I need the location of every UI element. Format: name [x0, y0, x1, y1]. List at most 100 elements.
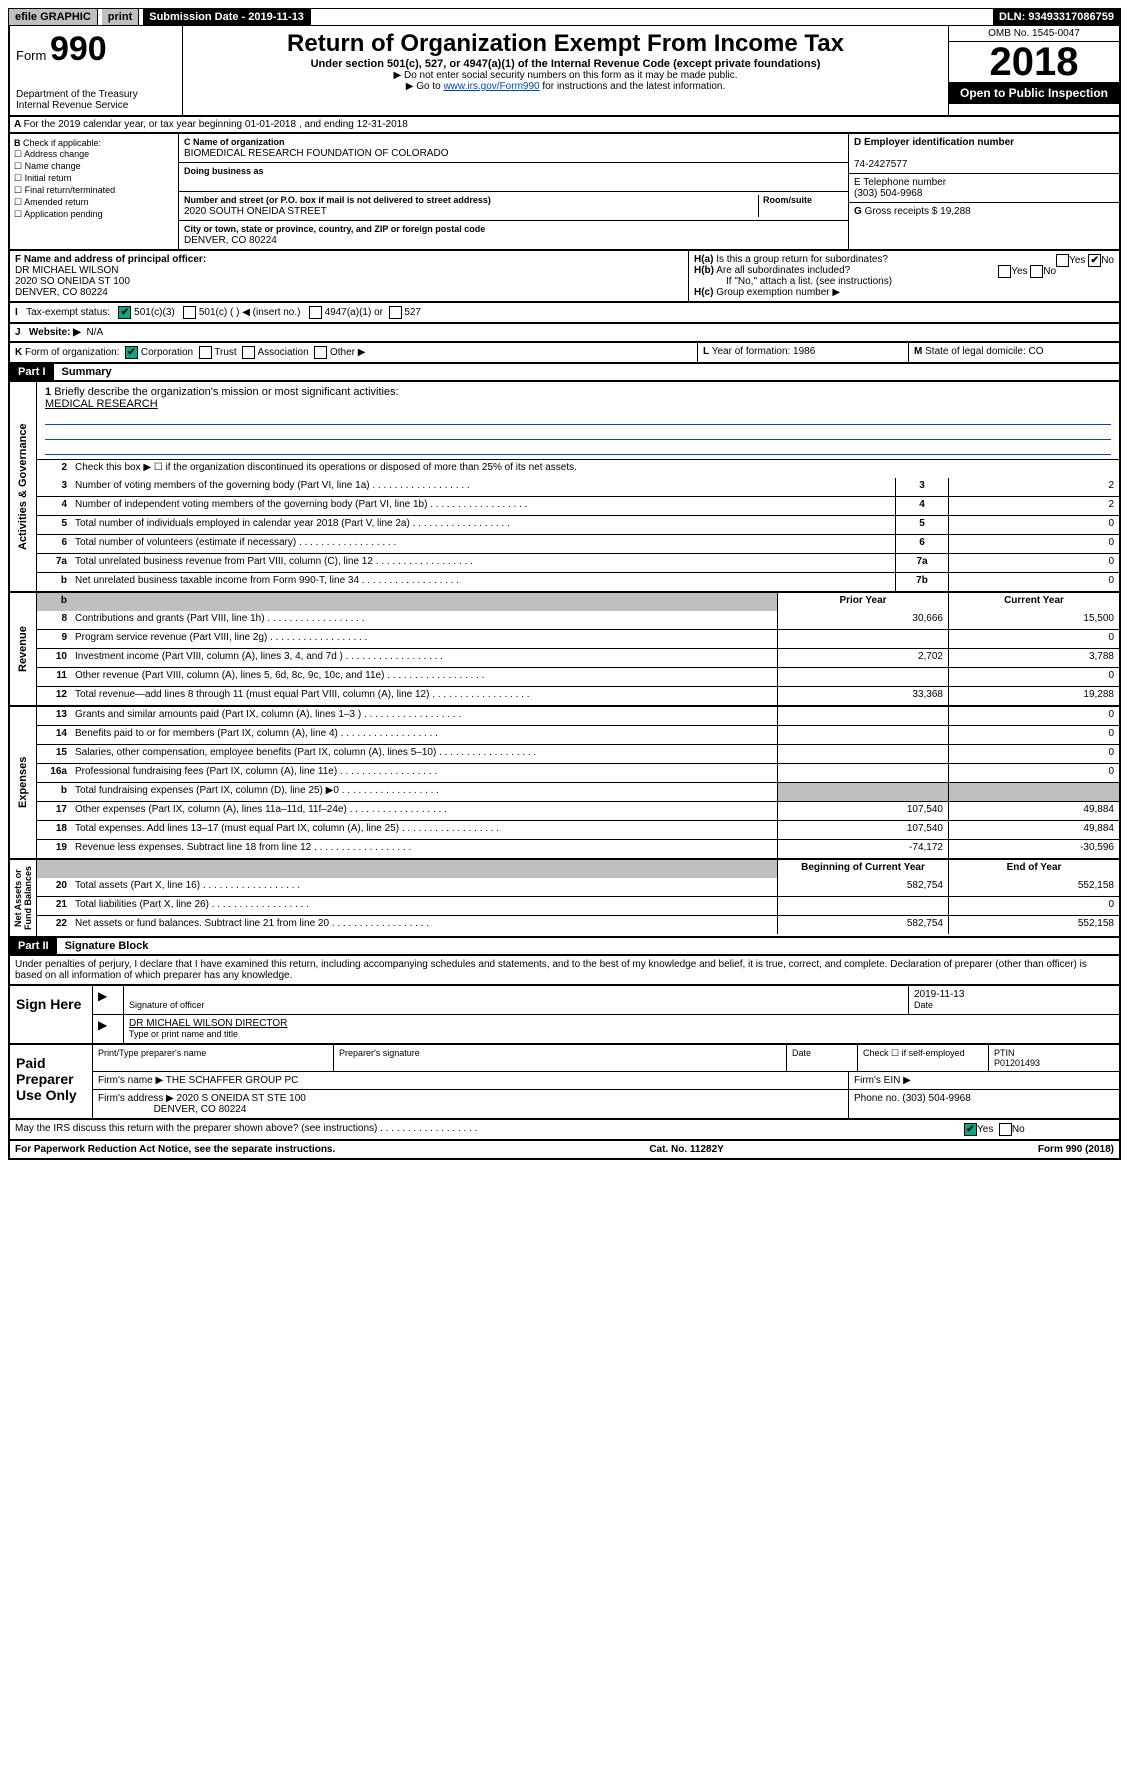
- header: Form 990 Department of the Treasury Inte…: [8, 26, 1121, 117]
- activities-governance: Activities & Governance 1 Briefly descri…: [8, 382, 1121, 593]
- part1-header: Part I Summary: [8, 364, 1121, 382]
- line-text: Total number of individuals employed in …: [71, 516, 895, 534]
- discuss-no[interactable]: [999, 1123, 1012, 1136]
- line-text: Program service revenue (Part VIII, line…: [71, 630, 777, 648]
- val-py: [777, 726, 948, 744]
- line-text: Total assets (Part X, line 16): [71, 878, 777, 896]
- chk-pending[interactable]: ☐ Application pending: [14, 209, 174, 220]
- line-text: Professional fundraising fees (Part IX, …: [71, 764, 777, 782]
- i-527[interactable]: [389, 306, 402, 319]
- val-py: 107,540: [777, 802, 948, 820]
- chk-initial[interactable]: ☐ Initial return: [14, 173, 174, 184]
- line-val: 0: [948, 535, 1119, 553]
- val-py: [777, 668, 948, 686]
- val-cy: 19,288: [948, 687, 1119, 705]
- expenses-block: Expenses 13Grants and similar amounts pa…: [8, 707, 1121, 860]
- part1-bar: Part I: [10, 364, 54, 380]
- line-text: Total revenue—add lines 8 through 11 (mu…: [71, 687, 777, 705]
- irs-link[interactable]: www.irs.gov/Form990: [443, 81, 539, 92]
- k-assoc[interactable]: [242, 346, 255, 359]
- officer-name: DR MICHAEL WILSON: [15, 265, 119, 276]
- city: DENVER, CO 80224: [184, 235, 277, 246]
- val-py: 582,754: [777, 878, 948, 896]
- line-text: Total liabilities (Part X, line 26): [71, 897, 777, 915]
- g-lbl: G: [854, 206, 862, 217]
- cy-hdr: Current Year: [948, 593, 1119, 611]
- line-text: Number of voting members of the governin…: [71, 478, 895, 496]
- part2-title: Signature Block: [57, 938, 157, 954]
- sign-here: Sign Here ▶Signature of officer2019-11-1…: [8, 986, 1121, 1045]
- gross-receipts: Gross receipts $ 19,288: [865, 206, 971, 217]
- line-code: 7b: [895, 573, 948, 591]
- sig-date: 2019-11-13: [914, 989, 964, 1000]
- form-title: Return of Organization Exempt From Incom…: [187, 30, 944, 58]
- discuss-yes[interactable]: ✔: [964, 1123, 977, 1136]
- k-trust[interactable]: [199, 346, 212, 359]
- i-501c[interactable]: [183, 306, 196, 319]
- pp-date-lbl: Date: [787, 1045, 858, 1071]
- street: 2020 SOUTH ONEIDA STREET: [184, 206, 327, 217]
- chk-final[interactable]: ☐ Final return/terminated: [14, 185, 174, 196]
- i-block: I Tax-exempt status: ✔ 501(c)(3) 501(c) …: [8, 303, 1121, 324]
- discuss-text: May the IRS discuss this return with the…: [15, 1123, 377, 1134]
- hb-no[interactable]: [1030, 265, 1043, 278]
- dln: DLN: 93493317086759: [993, 9, 1120, 25]
- chk-amended[interactable]: ☐ Amended return: [14, 197, 174, 208]
- val-cy: 0: [948, 707, 1119, 725]
- line-text: Investment income (Part VIII, column (A)…: [71, 649, 777, 667]
- line-text: Number of independent voting members of …: [71, 497, 895, 515]
- phone: (303) 504-9968: [854, 188, 922, 199]
- val-cy: 49,884: [948, 821, 1119, 839]
- hb-text: Are all subordinates included?: [716, 265, 850, 276]
- e-lbl: E Telephone number: [854, 177, 946, 188]
- pp-self: Check ☐ if self-employed: [858, 1045, 989, 1071]
- netassets-block: Net Assets or Fund Balances Beginning of…: [8, 860, 1121, 938]
- l1-text: Briefly describe the organization's miss…: [54, 386, 398, 398]
- f-lbl: F Name and address of principal officer:: [15, 254, 206, 265]
- vl-rev: Revenue: [10, 593, 37, 705]
- val-cy: 0: [948, 764, 1119, 782]
- ha-yes[interactable]: [1056, 254, 1069, 267]
- year-formation: Year of formation: 1986: [712, 346, 816, 357]
- efile-button[interactable]: efile GRAPHIC: [9, 9, 98, 25]
- paid-preparer: Paid Preparer Use Only Print/Type prepar…: [8, 1045, 1121, 1120]
- k-other[interactable]: [314, 346, 327, 359]
- chk-name[interactable]: ☐ Name change: [14, 161, 174, 172]
- firm-addr: 2020 S ONEIDA ST STE 100: [177, 1093, 306, 1104]
- line-val: 2: [948, 497, 1119, 515]
- val-cy: 49,884: [948, 802, 1119, 820]
- form-number: Form 990: [16, 30, 176, 69]
- submission-date: Submission Date - 2019-11-13: [143, 9, 311, 25]
- val-py: [777, 745, 948, 763]
- org-name: BIOMEDICAL RESEARCH FOUNDATION OF COLORA…: [184, 148, 448, 159]
- val-cy: 0: [948, 726, 1119, 744]
- line-text: Revenue less expenses. Subtract line 18 …: [71, 840, 777, 858]
- py-hdr: Prior Year: [777, 593, 948, 611]
- domicile: State of legal domicile: CO: [925, 346, 1043, 357]
- city-lbl: City or town, state or province, country…: [184, 224, 485, 234]
- line-text: Salaries, other compensation, employee b…: [71, 745, 777, 763]
- c-name-lbl: C Name of organization: [184, 137, 285, 147]
- val-py: 107,540: [777, 821, 948, 839]
- i-501c3[interactable]: ✔: [118, 306, 131, 319]
- hb-yes[interactable]: [998, 265, 1011, 278]
- room-lbl: Room/suite: [763, 195, 812, 205]
- entity-block: B Check if applicable: ☐ Address change …: [8, 134, 1121, 251]
- officer-addr1: 2020 SO ONEIDA ST 100: [15, 276, 130, 287]
- b-header: B Check if applicable:: [14, 138, 174, 148]
- val-py: [777, 897, 948, 915]
- k-corp[interactable]: ✔: [125, 346, 138, 359]
- chk-address[interactable]: ☐ Address change: [14, 149, 174, 160]
- bcy-hdr: Beginning of Current Year: [777, 860, 948, 878]
- mission: MEDICAL RESEARCH: [45, 398, 158, 410]
- ha-no[interactable]: ✔: [1088, 254, 1101, 267]
- i-4947[interactable]: [309, 306, 322, 319]
- hc-text: Group exemption number ▶: [716, 287, 840, 298]
- val-cy: 15,500: [948, 611, 1119, 629]
- val-cy: 0: [948, 897, 1119, 915]
- line-text: Contributions and grants (Part VIII, lin…: [71, 611, 777, 629]
- print-button[interactable]: print: [102, 9, 139, 25]
- val-py: [777, 630, 948, 648]
- line-a: A For the 2019 calendar year, or tax yea…: [8, 117, 1121, 134]
- line-code: 7a: [895, 554, 948, 572]
